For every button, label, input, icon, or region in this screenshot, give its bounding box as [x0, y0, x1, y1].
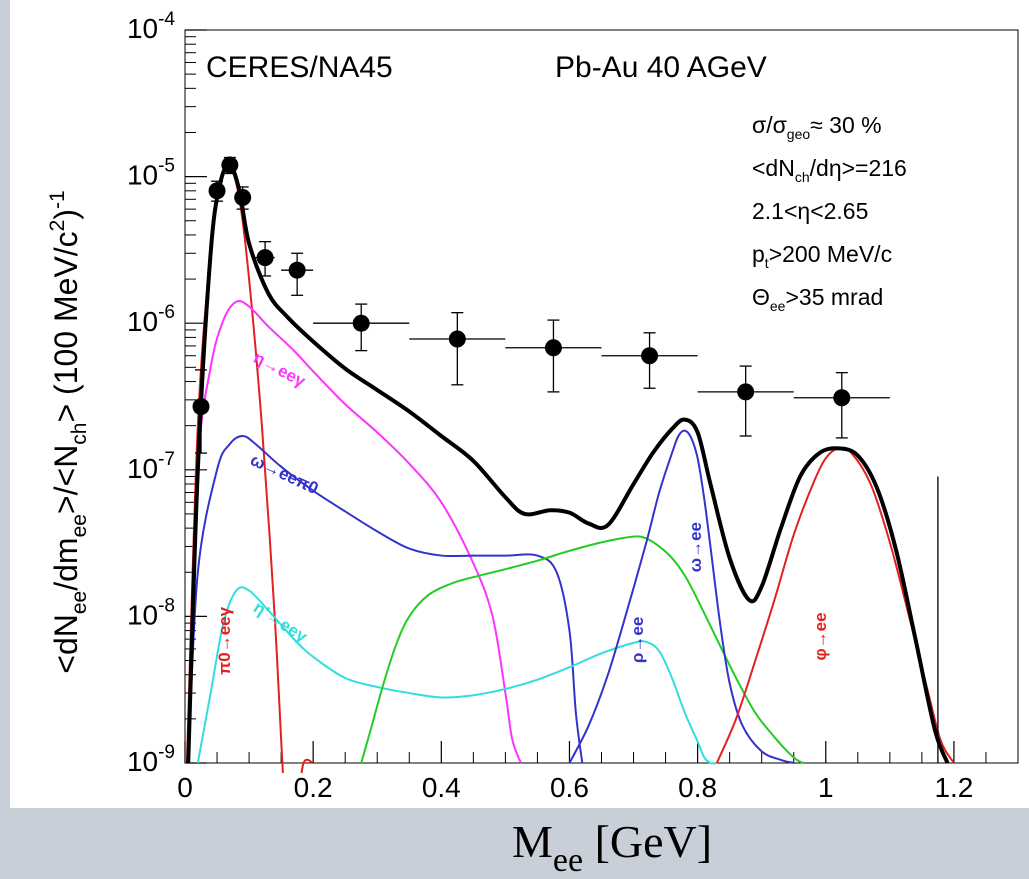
info-line: σ/σgeo≈ 30 % [752, 112, 882, 142]
series-line-η→eeγ [187, 299, 523, 764]
y-tick-label: 10-7 [127, 449, 175, 484]
chart-svg: <dNee/dmee>/<Nch> (100 MeV/c2)-1 CERES/N… [46, 9, 1019, 803]
curve-label: ω→eeπ0 [247, 450, 321, 498]
info-line: Θee>35 mrad [752, 284, 883, 314]
x-tick-label: 0.8 [678, 772, 717, 803]
data-point [352, 314, 370, 332]
series-line-φ→ee [715, 446, 955, 764]
data-point [234, 189, 252, 207]
x-tick-label: 0.4 [422, 772, 461, 803]
y-tick-label: 10-8 [127, 595, 175, 630]
chart-panel: <dNee/dmee>/<Nch> (100 MeV/c2)-1 CERES/N… [10, 0, 1029, 808]
x-tick-label: 0 [177, 772, 193, 803]
info-box: σ/σgeo≈ 30 % <dNch/dη>=216 2.1<η<2.65 pt>20… [752, 112, 907, 314]
curve-label: ρ→ee [628, 617, 647, 663]
header-right: Pb-Au 40 AGeV [555, 51, 767, 84]
series-line-ω→eeπ0 [187, 435, 584, 764]
y-tick-label: 10-6 [127, 302, 175, 337]
header-left: CERES/NA45 [206, 51, 393, 84]
data-point [256, 249, 274, 267]
data-point [448, 330, 466, 348]
curve-label: π0→eeγ [215, 606, 234, 674]
data-point [208, 182, 226, 200]
series-line-ω→ee [568, 429, 794, 764]
curve-label: φ→ee [811, 612, 830, 660]
data-point [221, 156, 239, 174]
x-tick-label: 0.2 [294, 772, 333, 803]
info-line: pt>200 MeV/c [752, 241, 892, 271]
svg-text:<dNee/dmee>/<Nch> (100 MeV/c2): <dNee/dmee>/<Nch> (100 MeV/c2)-1 [46, 190, 91, 673]
x-tick-label: 1.2 [934, 772, 973, 803]
data-point [544, 339, 562, 357]
series-line-η′→eeγ [196, 586, 717, 765]
data-point [737, 383, 755, 401]
y-tick-label: 10-4 [127, 9, 175, 44]
y-tick-label: 10-5 [127, 156, 175, 191]
data-point [641, 347, 659, 365]
info-line: 2.1<η<2.65 [752, 198, 868, 224]
info-line: <dNch/dη>=216 [752, 155, 907, 185]
y-tick-label: 10-9 [127, 742, 175, 777]
x-tick-label: 1 [818, 772, 834, 803]
data-point [833, 389, 851, 407]
series-line-ρ→ee [360, 535, 804, 764]
plot-area: 10-9 10-8 10-7 10-6 10-5 10-4 0 0.2 0.4 0.6 0.8 1 1.… [127, 9, 1019, 803]
curve-label: η′→eeγ [250, 598, 311, 647]
data-point [192, 398, 210, 416]
curve-label: ω→ee [686, 522, 705, 572]
x-axis-title: Mee [GeV] [512, 816, 713, 879]
data-point [288, 261, 306, 279]
y-axis-label: <dNee/dmee>/<Nch> (100 MeV/c2)-1 [46, 190, 91, 673]
x-tick-label: 0.6 [550, 772, 589, 803]
